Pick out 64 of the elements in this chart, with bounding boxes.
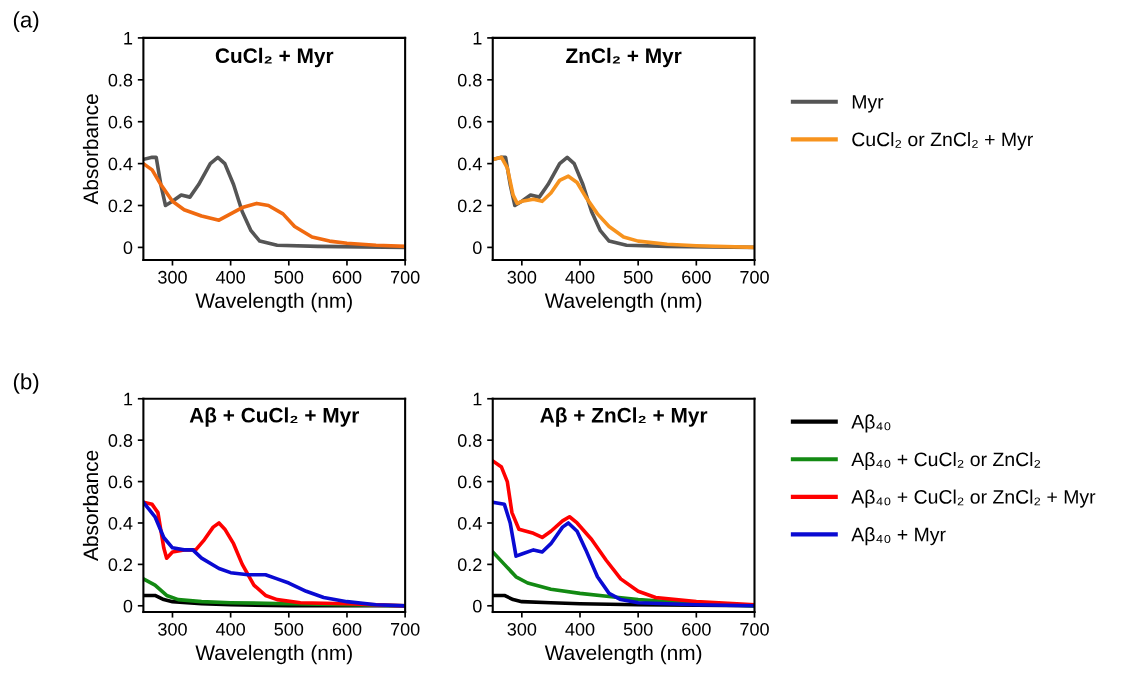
x-tick-label: 300 [507, 622, 537, 636]
chart-title: Aβ + CuCl₂ + Myr [189, 407, 360, 427]
legend-label: Myr [852, 95, 884, 113]
y-tick-label: 0.6 [108, 475, 133, 489]
y-tick-label: 1 [124, 392, 133, 406]
x-tick-label: 700 [740, 270, 769, 284]
y-tick-label: 0.2 [108, 199, 133, 213]
y-tick-label: 0 [473, 599, 482, 613]
x-tick-label: 400 [215, 622, 245, 636]
x-tick-label: 400 [565, 622, 595, 636]
y-tick-label: 0.4 [457, 157, 482, 171]
x-tick-label: 400 [565, 270, 595, 284]
y-tick-label: 0.6 [108, 115, 133, 129]
y-tick-label: 0 [123, 599, 133, 613]
y-tick-label: 0.8 [457, 434, 482, 447]
y-tick-label: 1 [473, 392, 482, 406]
y-tick-label: 0 [123, 241, 133, 255]
y-axis-title: Absorbance [82, 450, 99, 561]
chart-title: CuCl₂ + Myr [215, 47, 334, 68]
legend-label: Aβ₄₀ + CuCl₂ or ZnCl₂ + Myr [851, 489, 1096, 508]
x-tick-label: 700 [390, 622, 420, 636]
x-axis-title: Wavelength (nm) [195, 644, 352, 665]
text: (b) [13, 373, 39, 394]
legend-label: Aβ₄₀ + Myr [851, 527, 946, 546]
x-axis-title: Wavelength (nm) [544, 292, 702, 313]
y-tick-label: 1 [473, 32, 482, 45]
chart-title: Aβ + ZnCl₂ + Myr [540, 407, 708, 427]
x-axis-title: Wavelength (nm) [195, 292, 352, 313]
x-tick-label: 500 [274, 270, 304, 284]
x-tick-label: 600 [332, 270, 362, 284]
line-series [492, 459, 755, 607]
x-tick-label: 500 [623, 270, 653, 284]
x-tick-label: 700 [390, 270, 420, 284]
x-tick-label: 600 [332, 622, 362, 636]
x-tick-label: 700 [740, 622, 769, 636]
x-tick-label: 300 [507, 270, 537, 284]
y-tick-label: 1 [124, 32, 133, 45]
y-tick-label: 0.6 [457, 475, 482, 489]
text: (a) [13, 11, 39, 32]
x-tick-label: 500 [623, 622, 653, 636]
legend-label: CuCl₂ or ZnCl₂ + Myr [852, 132, 1033, 151]
x-tick-label: 400 [215, 270, 245, 284]
legend-label: Aβ₄₀ [851, 414, 891, 433]
x-tick-label: 600 [682, 270, 711, 284]
x-axis-title: Wavelength (nm) [544, 644, 702, 665]
y-tick-label: 0.8 [108, 73, 133, 87]
y-tick-label: 0.4 [108, 157, 133, 171]
legend-label: Aβ₄₀ + CuCl₂ or ZnCl₂ [851, 451, 1041, 471]
y-tick-label: 0.8 [108, 434, 133, 447]
y-tick-label: 0.8 [457, 73, 482, 87]
chart-title: ZnCl₂ + Myr [566, 47, 682, 68]
y-tick-label: 0 [473, 241, 482, 255]
x-tick-label: 300 [158, 270, 187, 284]
y-tick-label: 0.2 [457, 199, 482, 213]
x-tick-label: 500 [274, 622, 304, 636]
x-tick-label: 600 [682, 622, 711, 636]
y-tick-label: 0.4 [457, 516, 482, 530]
line-series [492, 500, 755, 608]
y-axis-title: Absorbance [82, 94, 99, 205]
y-tick-label: 0.6 [457, 115, 482, 129]
x-tick-label: 300 [158, 622, 187, 636]
y-tick-label: 0.2 [457, 558, 482, 572]
y-tick-label: 0.2 [108, 558, 133, 572]
y-tick-label: 0.4 [108, 516, 133, 530]
